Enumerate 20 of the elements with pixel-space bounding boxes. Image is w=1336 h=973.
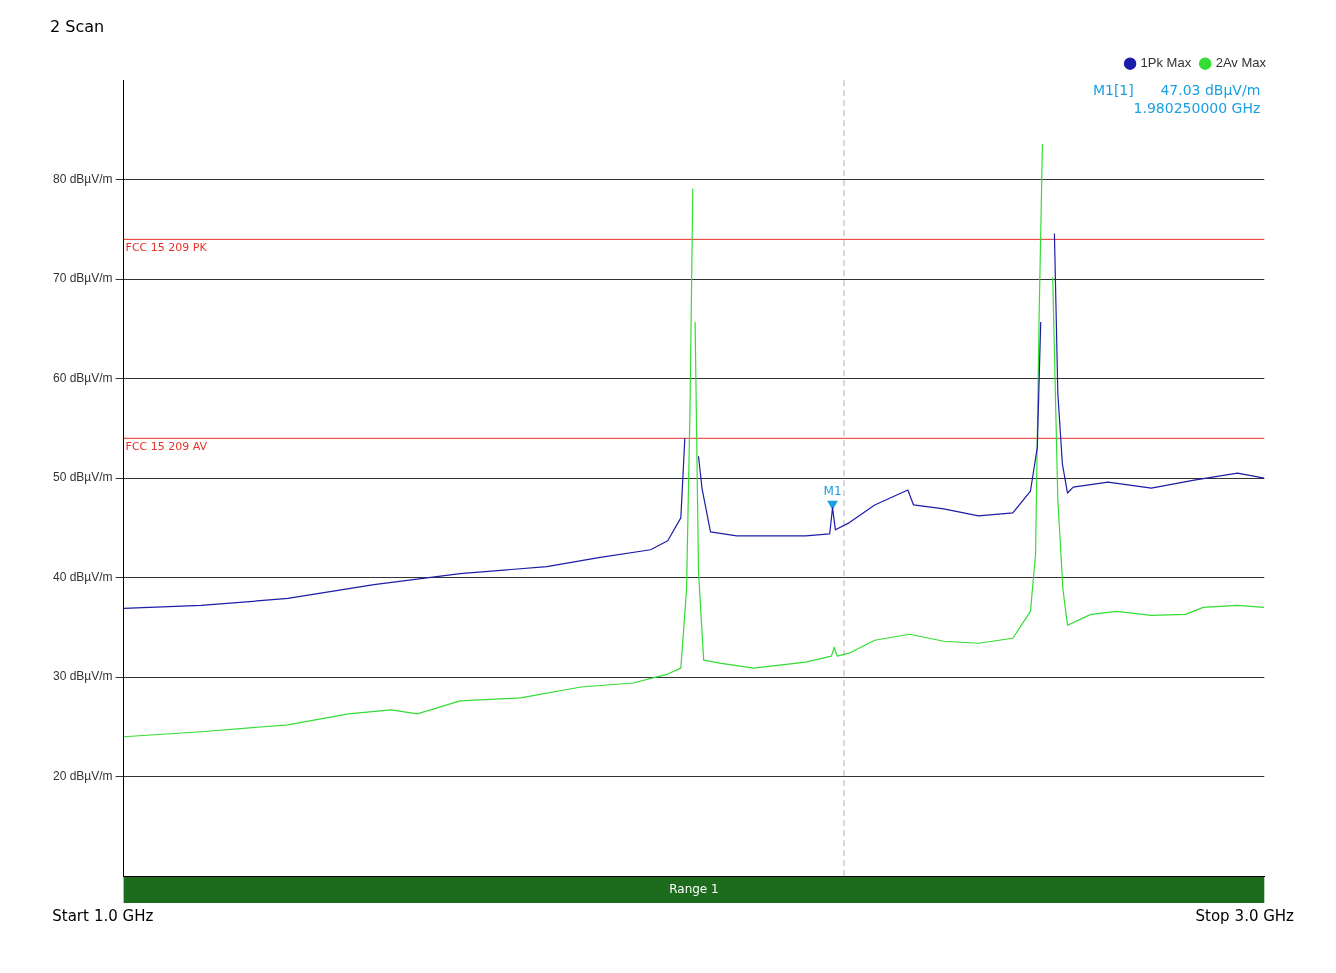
y-tick-label: 40 dBµV/m bbox=[53, 569, 113, 584]
y-tick-label: 20 dBµV/m bbox=[53, 768, 113, 783]
annotation: M1[1] 47.03 dBµV/m bbox=[1092, 81, 1261, 98]
ref-line-label: FCC 15 209 AV bbox=[125, 439, 208, 453]
annotation: M1 bbox=[823, 484, 842, 499]
text: Range 1 bbox=[669, 882, 719, 897]
ref-line-label: FCC 15 209 PK bbox=[125, 240, 208, 254]
y-tick-label: 30 dBµV/m bbox=[53, 669, 113, 684]
y-tick-label: 80 dBµV/m bbox=[53, 171, 113, 186]
y-tick-label: 60 dBµV/m bbox=[53, 370, 113, 385]
chart-title: 2 Scan bbox=[50, 16, 105, 36]
annotation: 1.980250000 GHz bbox=[1133, 99, 1261, 116]
y-tick-label: 70 dBµV/m bbox=[53, 271, 113, 286]
text: Stop bbox=[1195, 906, 1230, 925]
legend-label: 2Av Max bbox=[1215, 55, 1267, 71]
text: Start bbox=[52, 906, 90, 925]
x-tick-label: 1.0 GHz bbox=[93, 906, 154, 925]
x-tick-label: 3.0 GHz bbox=[1234, 906, 1295, 925]
y-tick-label: 50 dBµV/m bbox=[53, 470, 113, 485]
legend-label: 1Pk Max bbox=[1140, 55, 1192, 71]
